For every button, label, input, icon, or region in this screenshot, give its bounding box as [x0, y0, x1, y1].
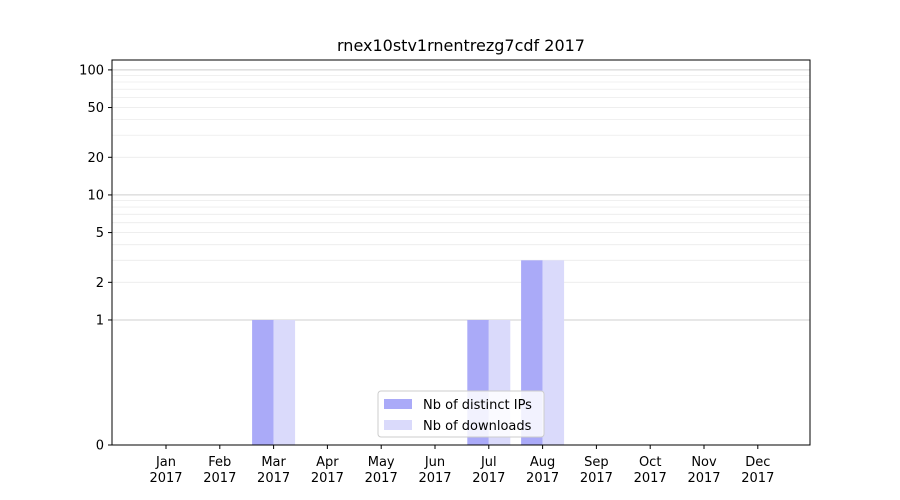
x-tick-label-month: Aug: [530, 455, 555, 470]
x-tick-label-month: Sep: [584, 455, 609, 470]
bar-downloads: [273, 319, 296, 445]
y-tick-label: 10: [87, 188, 104, 203]
x-tick-label-month: Jul: [480, 455, 497, 470]
x-tick-label-year: 2017: [687, 471, 720, 486]
y-tick-label: 5: [96, 226, 104, 241]
x-tick-label-month: Mar: [261, 455, 286, 470]
y-tick-label: 0: [96, 439, 104, 454]
y-tick-label: 2: [96, 276, 104, 291]
x-tick-label-month: May: [368, 455, 395, 470]
bar-distinct-ips: [252, 319, 274, 445]
x-tick-label-year: 2017: [634, 471, 667, 486]
bar-downloads: [542, 260, 565, 445]
legend-label: Nb of downloads: [423, 419, 532, 434]
plot-frame: [111, 59, 811, 446]
x-tick-label-year: 2017: [418, 471, 451, 486]
x-tick-label-year: 2017: [311, 471, 344, 486]
y-tick-label: 50: [87, 101, 104, 116]
legend-swatch: [384, 420, 412, 430]
x-tick-label-month: Oct: [639, 455, 661, 470]
legend: Nb of distinct IPs Nb of downloads: [377, 390, 545, 438]
x-tick-label-month: Nov: [691, 455, 717, 470]
x-tick-label-year: 2017: [580, 471, 613, 486]
y-tick-label: 100: [79, 63, 104, 78]
x-tick-label-year: 2017: [149, 471, 182, 486]
x-tick-label-year: 2017: [365, 471, 398, 486]
x-tick-label-month: Apr: [316, 455, 339, 470]
y-tick-label: 20: [87, 151, 104, 166]
x-tick-label-month: Jun: [424, 455, 445, 470]
x-tick-label-month: Feb: [208, 455, 231, 470]
x-tick-label-month: Dec: [745, 455, 770, 470]
legend-label: Nb of distinct IPs: [423, 398, 532, 413]
legend-swatch: [384, 399, 412, 409]
y-axis: 0 1 2 5 10 20 50 100: [79, 63, 112, 454]
legend-box: [377, 390, 545, 438]
chart-title: rnex10stv1rnentrezg7cdf 2017: [337, 36, 585, 55]
x-tick-label-year: 2017: [203, 471, 236, 486]
x-tick-label-year: 2017: [741, 471, 774, 486]
x-tick-label-year: 2017: [526, 471, 559, 486]
grid-lines: [112, 69, 810, 321]
x-tick-label-month: Jan: [155, 455, 176, 470]
x-axis: Jan2017Feb2017Mar2017Apr2017May2017Jun20…: [149, 445, 774, 486]
x-tick-label-year: 2017: [472, 471, 505, 486]
y-tick-label: 1: [96, 313, 104, 328]
x-tick-label-year: 2017: [257, 471, 290, 486]
